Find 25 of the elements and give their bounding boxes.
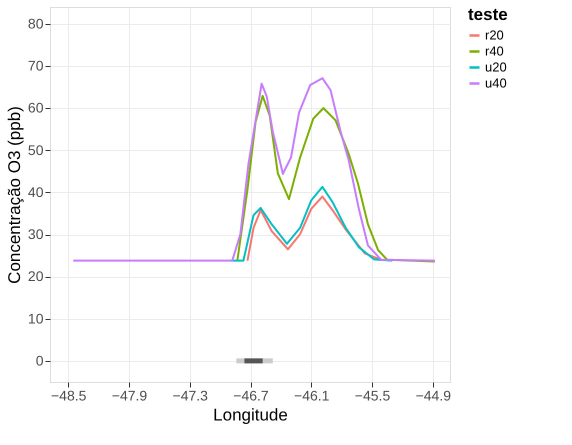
legend-title: teste xyxy=(468,5,508,24)
y-tick-label: 70 xyxy=(28,57,44,74)
line-series xyxy=(236,94,436,262)
y-axis-title: Concentração O3 (ppb) xyxy=(4,106,24,284)
y-tick-label: 0 xyxy=(36,352,44,368)
legend-label: r20 xyxy=(485,28,504,42)
legend-label: r40 xyxy=(485,44,504,58)
y-tick-label: 40 xyxy=(28,184,44,200)
y-tick-label: 30 xyxy=(28,226,44,242)
x-tick-label: −46.7 xyxy=(233,388,269,404)
x-tick-label: −46.1 xyxy=(294,388,330,404)
x-tick-label: −47.9 xyxy=(112,388,148,404)
x-tick-label: −45.5 xyxy=(354,388,390,404)
x-tick-label: −47.3 xyxy=(172,388,208,404)
y-tick-label: 80 xyxy=(28,15,44,32)
x-tick-label: −48.5 xyxy=(51,388,87,404)
y-tick-label: 50 xyxy=(28,142,44,158)
y-tick-label: 10 xyxy=(28,310,44,326)
y-tick-label: 20 xyxy=(28,268,44,284)
line-series xyxy=(72,77,436,262)
x-tick-label: −44.9 xyxy=(416,388,452,404)
legend-label: u20 xyxy=(485,60,507,74)
legend-label: u40 xyxy=(485,76,507,90)
y-tick-label: 60 xyxy=(28,100,44,116)
x-axis-title: Longitude xyxy=(213,406,288,424)
